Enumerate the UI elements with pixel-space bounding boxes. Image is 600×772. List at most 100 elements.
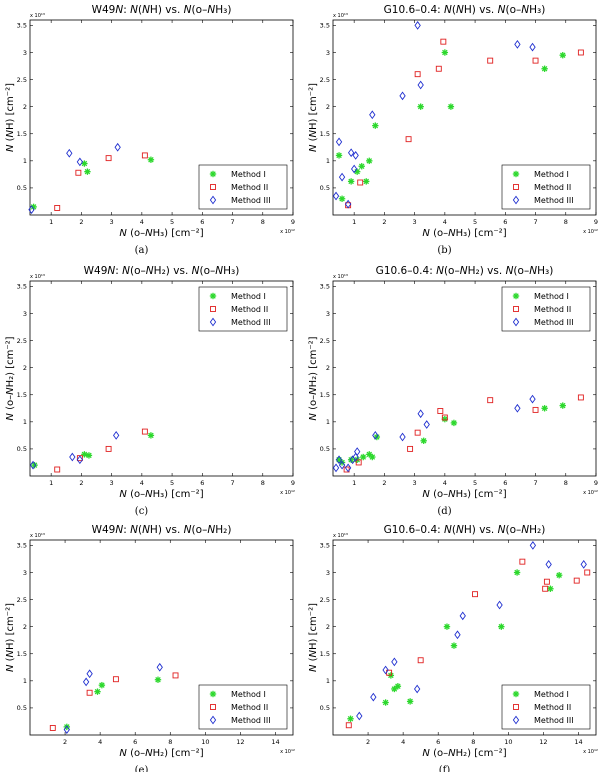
y-tick-label: 2.5 xyxy=(320,596,330,604)
x-tick-label: 7 xyxy=(533,218,537,226)
data-point xyxy=(545,560,552,569)
data-point xyxy=(423,420,430,429)
data-point xyxy=(372,122,379,129)
data-point xyxy=(577,49,584,56)
series-method-i xyxy=(335,402,566,466)
data-point xyxy=(543,578,550,585)
data-point xyxy=(357,179,364,186)
x-tick-label: 2 xyxy=(382,218,386,226)
data-point xyxy=(447,103,455,110)
legend-label: Method II xyxy=(534,703,571,712)
series-method-iii xyxy=(29,431,120,470)
data-point xyxy=(394,683,402,690)
legend: Method I Method II Method III xyxy=(501,684,591,730)
legend-label: Method III xyxy=(231,716,271,725)
legend-marker xyxy=(210,704,216,710)
data-point xyxy=(347,178,355,185)
data-point xyxy=(417,103,424,110)
series-method-ii xyxy=(54,428,148,473)
y-tick-label: 3.5 xyxy=(320,283,330,291)
legend: Method I Method II Method III xyxy=(198,684,288,730)
y-tick-label: 3.5 xyxy=(17,542,27,550)
y-tick-label: 2.5 xyxy=(320,337,330,345)
legend-box xyxy=(501,286,591,332)
data-point xyxy=(472,591,478,598)
data-point xyxy=(335,152,343,159)
data-point xyxy=(75,169,82,176)
x-multiplier: x 10¹² xyxy=(583,749,598,755)
x-axis-label: N (o–NH₂) [cm⁻²] xyxy=(119,748,203,759)
legend-label: Method II xyxy=(231,703,268,712)
x-tick-label: 9 xyxy=(291,479,295,487)
y-tick-label: 1 xyxy=(326,677,330,685)
data-point xyxy=(63,725,70,734)
data-point xyxy=(344,199,352,209)
data-point xyxy=(529,394,536,404)
x-tick-label: 2 xyxy=(366,738,370,746)
legend-marker xyxy=(209,317,217,327)
data-point xyxy=(405,136,412,143)
legend: Method I Method II Method III xyxy=(198,164,288,210)
chart-panel-f: 2 4 6 8 10 12 14 0.5 1 1.5 2 2.5 3 3.5x 10¹³ x 10¹² G10… xyxy=(308,524,598,772)
y-tick-label: 3.5 xyxy=(320,542,330,550)
x-tick-label: 7 xyxy=(230,479,234,487)
x-tick-label: 7 xyxy=(230,218,234,226)
legend-label: Method II xyxy=(534,183,571,192)
y-tick-label: 3.5 xyxy=(17,22,27,30)
x-tick-label: 2 xyxy=(79,479,83,487)
x-tick-label: 12 xyxy=(236,738,244,746)
data-point xyxy=(28,205,35,214)
series-method-i xyxy=(335,49,566,202)
x-tick-label: 3 xyxy=(110,218,114,226)
data-point xyxy=(154,676,162,683)
data-point xyxy=(542,585,549,592)
data-point xyxy=(335,137,343,147)
chart-title: W49N: N(o–NH₂) vs. N(o–NH₃) xyxy=(84,265,240,277)
series-method-ii xyxy=(54,152,148,211)
panel-caption: (b) xyxy=(437,245,451,256)
data-point xyxy=(355,459,362,466)
data-point xyxy=(450,419,458,427)
data-point xyxy=(29,460,37,470)
x-tick-label: 8 xyxy=(261,218,265,226)
y-tick-label: 2 xyxy=(326,364,330,372)
x-tick-label: 1 xyxy=(49,479,53,487)
legend-marker xyxy=(512,317,520,327)
chart-panel-c: 1 2 3 4 5 6 7 8 9 0.5 1 1.5 2 2.5 3 3.5x 10¹³ x 10¹² W49N… xyxy=(5,265,295,517)
x-tick-label: 4 xyxy=(443,479,447,487)
x-tick-label: 8 xyxy=(564,218,568,226)
x-tick-label: 8 xyxy=(564,479,568,487)
legend-marker xyxy=(210,184,216,190)
x-tick-label: 2 xyxy=(382,479,386,487)
data-point xyxy=(541,405,548,412)
y-tick-label: 1 xyxy=(326,418,330,426)
y-multiplier: x 10¹³ xyxy=(30,13,45,19)
data-point xyxy=(420,437,427,444)
x-multiplier: x 10¹² xyxy=(280,749,295,755)
chart-panel-a: 1 2 3 4 5 6 7 8 9 0.5 1 1.5 2 2.5 3 3.5x 10¹³ x 10¹² W49N… xyxy=(5,4,295,256)
y-tick-label: 1.5 xyxy=(320,650,330,658)
data-point xyxy=(335,455,343,465)
y-tick-label: 1.5 xyxy=(320,391,330,399)
data-point xyxy=(547,585,554,592)
y-tick-label: 2.5 xyxy=(17,596,27,604)
y-tick-label: 1.5 xyxy=(320,130,330,138)
data-point xyxy=(555,572,563,579)
legend: Method I Method II Method III xyxy=(501,286,591,332)
data-point xyxy=(440,38,447,45)
legend-label: Method III xyxy=(534,318,574,327)
data-point xyxy=(76,455,84,465)
x-tick-label: 3 xyxy=(110,479,114,487)
data-point xyxy=(66,148,73,158)
chart-title: W49N: N(NH) vs. N(o–NH₂) xyxy=(92,524,232,536)
legend-label: Method I xyxy=(534,170,569,179)
data-point xyxy=(30,203,37,211)
data-point xyxy=(351,164,358,174)
data-point xyxy=(459,611,466,621)
x-tick-label: 5 xyxy=(170,218,174,226)
x-tick-label: 8 xyxy=(471,738,475,746)
data-point xyxy=(391,657,398,667)
data-point xyxy=(69,452,76,462)
series-method-ii xyxy=(343,394,584,473)
